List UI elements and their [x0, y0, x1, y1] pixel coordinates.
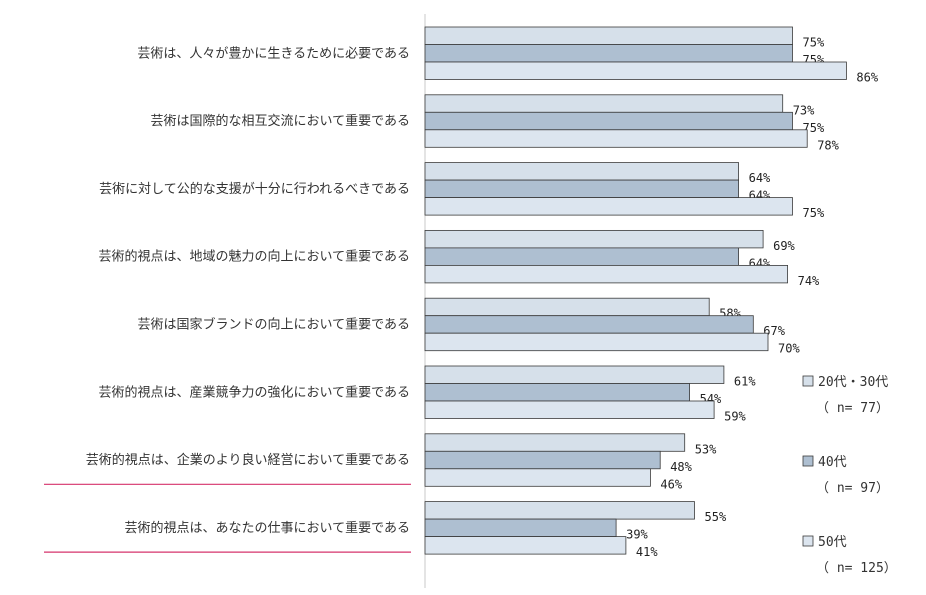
legend-sample-size: （ n= 97）: [816, 481, 889, 496]
value-label: 78%: [817, 138, 839, 152]
value-label: 74%: [798, 274, 820, 288]
bar: [424, 111, 793, 131]
bar: [424, 26, 793, 45]
value-label: 67%: [763, 324, 785, 338]
bar: [424, 450, 661, 470]
category-label: 芸術的視点は、企業のより良い経営において重要である: [86, 452, 410, 468]
bar: [424, 247, 740, 266]
bar: [424, 197, 793, 216]
category-label: 芸術は、人々が豊かに生きるために必要である: [137, 45, 410, 61]
value-label: 53%: [695, 442, 717, 456]
category-label: 芸術は国家ブランドの向上において重要である: [138, 316, 410, 332]
bar: [424, 61, 847, 80]
bar: [424, 518, 617, 537]
bar: [424, 315, 754, 334]
value-label: 59%: [724, 410, 746, 424]
bar: [424, 297, 710, 317]
bar: [424, 179, 740, 199]
value-label: 86%: [856, 71, 878, 85]
bar: [424, 433, 686, 452]
bar: [424, 264, 789, 284]
category-label: 芸術は国際的な相互交流において重要である: [151, 113, 410, 129]
value-label: 61%: [734, 375, 756, 389]
category-label: 芸術的視点は、地域の魅力の向上において重要である: [99, 249, 410, 265]
legend-sample-size: （ n= 125）: [816, 561, 897, 576]
value-label: 39%: [626, 528, 648, 542]
bar: [424, 501, 695, 520]
legend-swatch: [802, 455, 814, 467]
value-label: 75%: [803, 36, 825, 50]
bar: [424, 365, 725, 384]
legend-swatch: [802, 535, 814, 547]
bar: [424, 94, 784, 113]
value-label: 55%: [705, 510, 727, 524]
value-label: 69%: [773, 239, 795, 253]
category-label: 芸術的視点は、産業競争力の強化において重要である: [99, 384, 410, 400]
value-label: 75%: [803, 121, 825, 135]
bar: [424, 332, 769, 352]
bar: [424, 383, 691, 402]
value-label: 46%: [660, 477, 682, 491]
value-label: 70%: [778, 342, 800, 356]
legend-label: 50代: [818, 535, 847, 550]
legend-sample-size: （ n= 77）: [816, 401, 889, 416]
value-label: 73%: [793, 103, 815, 117]
category-label: 芸術的視点は、あなたの仕事において重要である: [125, 520, 410, 536]
bar: [424, 162, 740, 181]
value-label: 64%: [749, 171, 771, 185]
legend-label: 20代・30代: [818, 375, 888, 390]
bar: [424, 44, 793, 63]
value-label: 48%: [670, 460, 692, 474]
value-label: 75%: [803, 206, 825, 220]
bar: [424, 129, 808, 148]
bar: [424, 468, 651, 487]
legend-swatch: [802, 375, 814, 387]
bar: [424, 536, 627, 555]
value-label: 41%: [636, 545, 658, 559]
bar: [424, 400, 715, 419]
legend-label: 40代: [818, 455, 847, 470]
bar: [424, 229, 764, 249]
category-label: 芸術に対して公的な支援が十分に行われるべきである: [99, 181, 410, 197]
